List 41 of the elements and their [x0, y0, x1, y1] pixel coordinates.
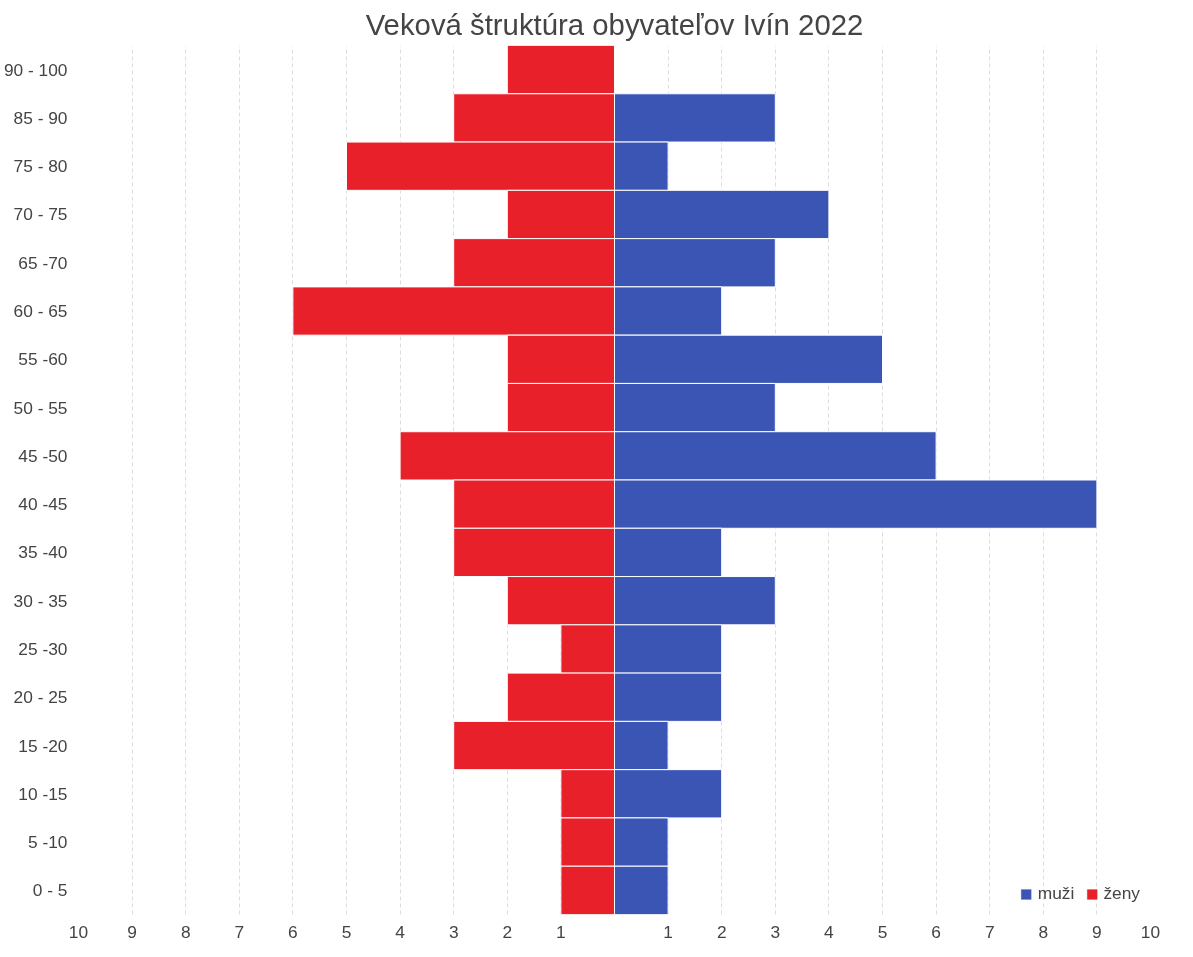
legend-label: muži: [1037, 883, 1075, 904]
y-tick-label: 0 - 5: [32, 880, 68, 901]
y-tick-label: 75 - 80: [13, 156, 68, 177]
x-tick-label: 9: [127, 921, 137, 942]
x-tick-label: 4: [395, 921, 406, 942]
x-tick-label: 10: [68, 921, 89, 942]
x-tick-label: 1: [663, 921, 673, 942]
x-tick-label: 7: [234, 921, 245, 942]
x-tick-label: 5: [341, 921, 352, 942]
y-tick-label: 70 - 75: [13, 204, 68, 225]
y-tick-label: 20 - 25: [13, 687, 68, 708]
x-tick-label: 8: [1038, 921, 1049, 942]
x-tick-label: 3: [448, 921, 459, 942]
y-tick-label: 50 - 55: [13, 397, 68, 418]
x-tick-label: 6: [931, 921, 941, 942]
x-tick-label: 3: [770, 921, 781, 942]
legend-label: ženy: [1103, 883, 1140, 904]
y-tick-label: 45 -50: [18, 445, 68, 466]
x-tick-label: 2: [502, 921, 513, 942]
chart-title: Veková štruktúra obyvateľov Ivín 2022: [365, 7, 864, 41]
x-tick-label: 7: [984, 921, 995, 942]
y-tick-label: 90 - 100: [3, 59, 68, 80]
x-tick-label: 4: [824, 921, 835, 942]
y-tick-label: 85 - 90: [13, 107, 68, 128]
y-tick-label: 60 - 65: [13, 301, 68, 322]
y-tick-label: 65 -70: [18, 252, 68, 273]
x-tick-label: 5: [877, 921, 888, 942]
y-tick-label: 30 - 35: [13, 590, 68, 611]
x-tick-label: 1: [556, 921, 566, 942]
y-tick-label: 5 -10: [28, 832, 68, 853]
y-tick-label: 40 -45: [18, 494, 68, 515]
y-tick-label: 10 -15: [18, 783, 68, 804]
y-tick-label: 55 -60: [18, 349, 68, 370]
x-tick-label: 8: [180, 921, 191, 942]
y-tick-label: 15 -20: [18, 735, 68, 756]
x-tick-label: 9: [1092, 921, 1102, 942]
x-tick-label: 6: [288, 921, 298, 942]
x-tick-label: 2: [716, 921, 727, 942]
x-tick-label: 10: [1140, 921, 1161, 942]
y-tick-label: 35 -40: [18, 542, 68, 563]
y-tick-label: 25 -30: [18, 638, 68, 659]
